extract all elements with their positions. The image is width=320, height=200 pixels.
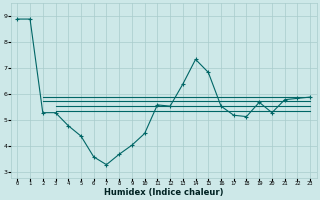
X-axis label: Humidex (Indice chaleur): Humidex (Indice chaleur) [104, 188, 223, 197]
